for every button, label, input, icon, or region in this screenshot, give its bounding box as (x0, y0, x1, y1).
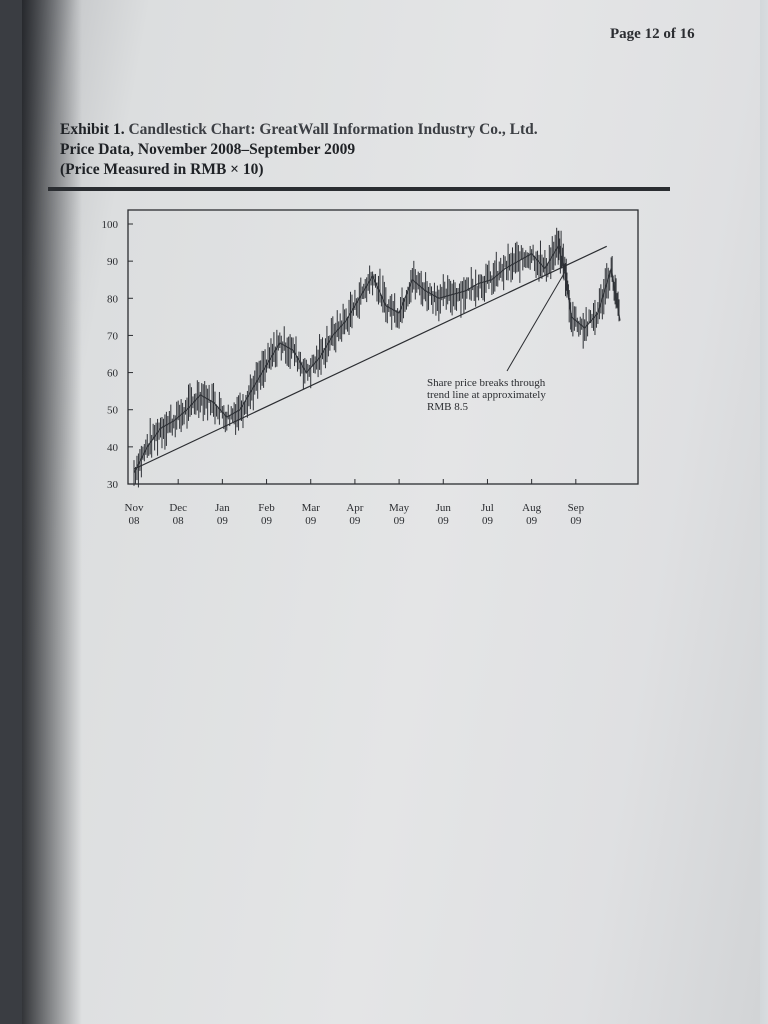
title-rule (48, 187, 670, 191)
exhibit-title-line-1: Exhibit 1. Candlestick Chart: GreatWall … (60, 120, 660, 140)
x-tick-month-label: Aug (522, 502, 541, 514)
price-series-line (133, 245, 621, 474)
binding-shadow (22, 0, 82, 1024)
x-tick-year-label: 09 (438, 515, 450, 527)
y-tick-label: 60 (107, 368, 119, 380)
x-tick-month-label: Jul (481, 502, 494, 514)
x-tick-year-label: 08 (129, 515, 141, 527)
exhibit-subtitle: Price Data, November 2008–September 2009 (60, 141, 356, 158)
x-tick-year-label: 09 (482, 515, 494, 527)
trend-line (133, 245, 608, 470)
x-tick-year-label: 09 (526, 515, 538, 527)
exhibit-unit-note: (Price Measured in RMB × 10) (60, 161, 264, 178)
x-tick-year-label: 09 (261, 515, 273, 527)
exhibit-label: Exhibit 1. (60, 121, 125, 138)
plot-frame (127, 209, 639, 485)
y-tick-label: 90 (107, 256, 119, 268)
annotation-text-line: trend line at approximately (427, 389, 546, 401)
x-tick-year-label: 09 (570, 515, 582, 527)
x-tick-month-label: Nov (125, 502, 144, 514)
x-tick-month-label: May (389, 502, 410, 514)
annotation-text-line: RMB 8.5 (427, 401, 468, 413)
x-tick-month-label: Dec (169, 502, 187, 514)
document-page: Page 12 of 16 Exhibit 1. Candlestick Cha… (22, 0, 760, 1024)
x-tick-year-label: 09 (349, 515, 361, 527)
x-tick-year-label: 09 (394, 515, 406, 527)
y-tick-label: 40 (107, 442, 119, 454)
x-tick-month-label: Mar (302, 502, 321, 514)
x-tick-month-label: Jun (436, 502, 452, 514)
x-tick-month-label: Apr (346, 502, 363, 514)
x-tick-year-label: 09 (305, 515, 317, 527)
exhibit-title-block: Exhibit 1. Candlestick Chart: GreatWall … (60, 120, 660, 180)
exhibit-title: Candlestick Chart: GreatWall Information… (128, 121, 538, 138)
y-tick-label: 30 (107, 479, 119, 491)
x-tick-month-label: Sep (568, 502, 585, 514)
x-tick-month-label: Jan (215, 502, 230, 514)
y-tick-label: 80 (107, 293, 119, 305)
y-tick-label: 50 (107, 405, 119, 417)
x-tick-year-label: 08 (173, 515, 185, 527)
candlestick-chart: 30 40 50 60 70 80 90 100 Nov 08 Dec 08 Jan 09 Feb 09 Mar… (42, 200, 662, 540)
chart-svg: 30405060708090100Nov08Dec08Jan09Feb09Mar… (102, 209, 639, 527)
y-tick-label: 100 (102, 219, 119, 231)
x-tick-year-label: 09 (217, 515, 229, 527)
annotation-leader-line (506, 272, 566, 372)
page-number: Page 12 of 16 (610, 26, 695, 42)
x-tick-month-label: Feb (258, 502, 275, 514)
annotation-text-line: Share price breaks through (427, 377, 546, 389)
y-tick-label: 70 (107, 330, 119, 342)
